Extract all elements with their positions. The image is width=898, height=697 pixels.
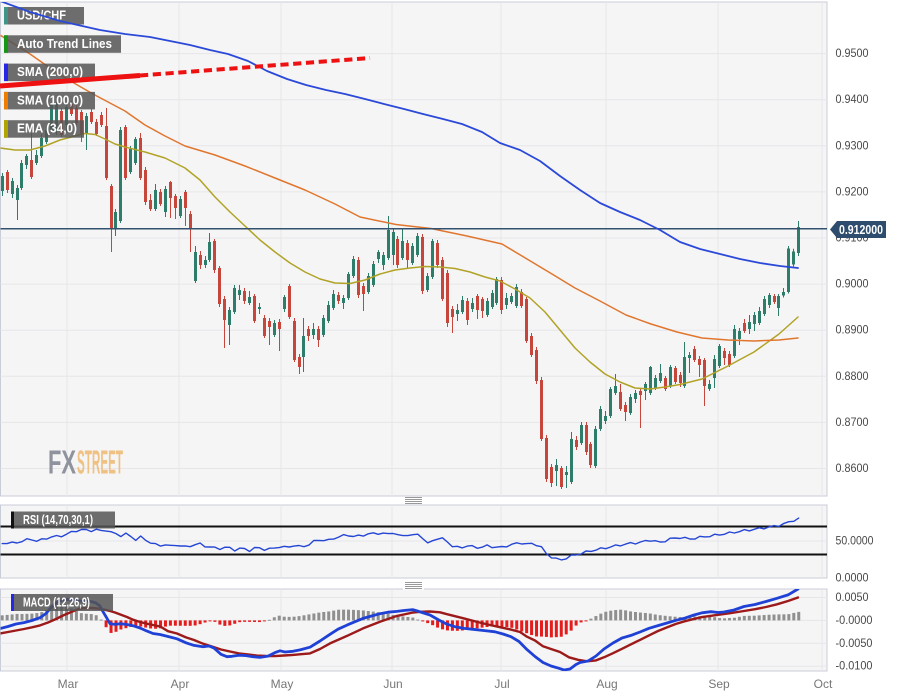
svg-text:Apr: Apr <box>171 677 190 691</box>
svg-text:-0.0100: -0.0100 <box>836 659 873 673</box>
svg-text:0.9400: 0.9400 <box>836 92 869 106</box>
svg-text:0.9000: 0.9000 <box>836 277 869 291</box>
svg-text:-0.0000: -0.0000 <box>836 613 873 627</box>
svg-text:SMA (200,0): SMA (200,0) <box>17 65 83 79</box>
svg-text:0.8800: 0.8800 <box>836 369 869 383</box>
svg-text:50.0000: 50.0000 <box>836 534 874 548</box>
svg-text:0.9500: 0.9500 <box>836 46 869 60</box>
svg-text:0.8600: 0.8600 <box>836 461 869 475</box>
svg-text:Oct: Oct <box>814 677 833 691</box>
svg-text:SMA (100,0): SMA (100,0) <box>17 93 83 107</box>
svg-text:0.8900: 0.8900 <box>836 323 869 337</box>
svg-text:0.0050: 0.0050 <box>836 590 869 604</box>
svg-text:MACD (12,26,9): MACD (12,26,9) <box>23 596 90 610</box>
svg-text:RSI (14,70,30,1): RSI (14,70,30,1) <box>23 513 93 527</box>
svg-text:STREET: STREET <box>77 444 123 481</box>
svg-text:EMA (34,0): EMA (34,0) <box>17 122 77 136</box>
svg-text:Aug: Aug <box>596 677 617 691</box>
svg-text:Jun: Jun <box>383 677 402 691</box>
svg-text:0.912000: 0.912000 <box>839 223 883 237</box>
svg-text:0.9200: 0.9200 <box>836 184 869 198</box>
svg-text:0.0000: 0.0000 <box>836 571 869 585</box>
svg-text:Sep: Sep <box>708 677 730 691</box>
svg-text:May: May <box>271 677 294 691</box>
svg-text:-0.0050: -0.0050 <box>836 636 873 650</box>
svg-text:Mar: Mar <box>58 677 79 691</box>
svg-text:Auto Trend Lines: Auto Trend Lines <box>17 37 112 51</box>
svg-text:FX: FX <box>48 444 76 481</box>
svg-text:0.8700: 0.8700 <box>836 415 869 429</box>
svg-text:Jul: Jul <box>494 677 509 691</box>
svg-text:0.9300: 0.9300 <box>836 138 869 152</box>
